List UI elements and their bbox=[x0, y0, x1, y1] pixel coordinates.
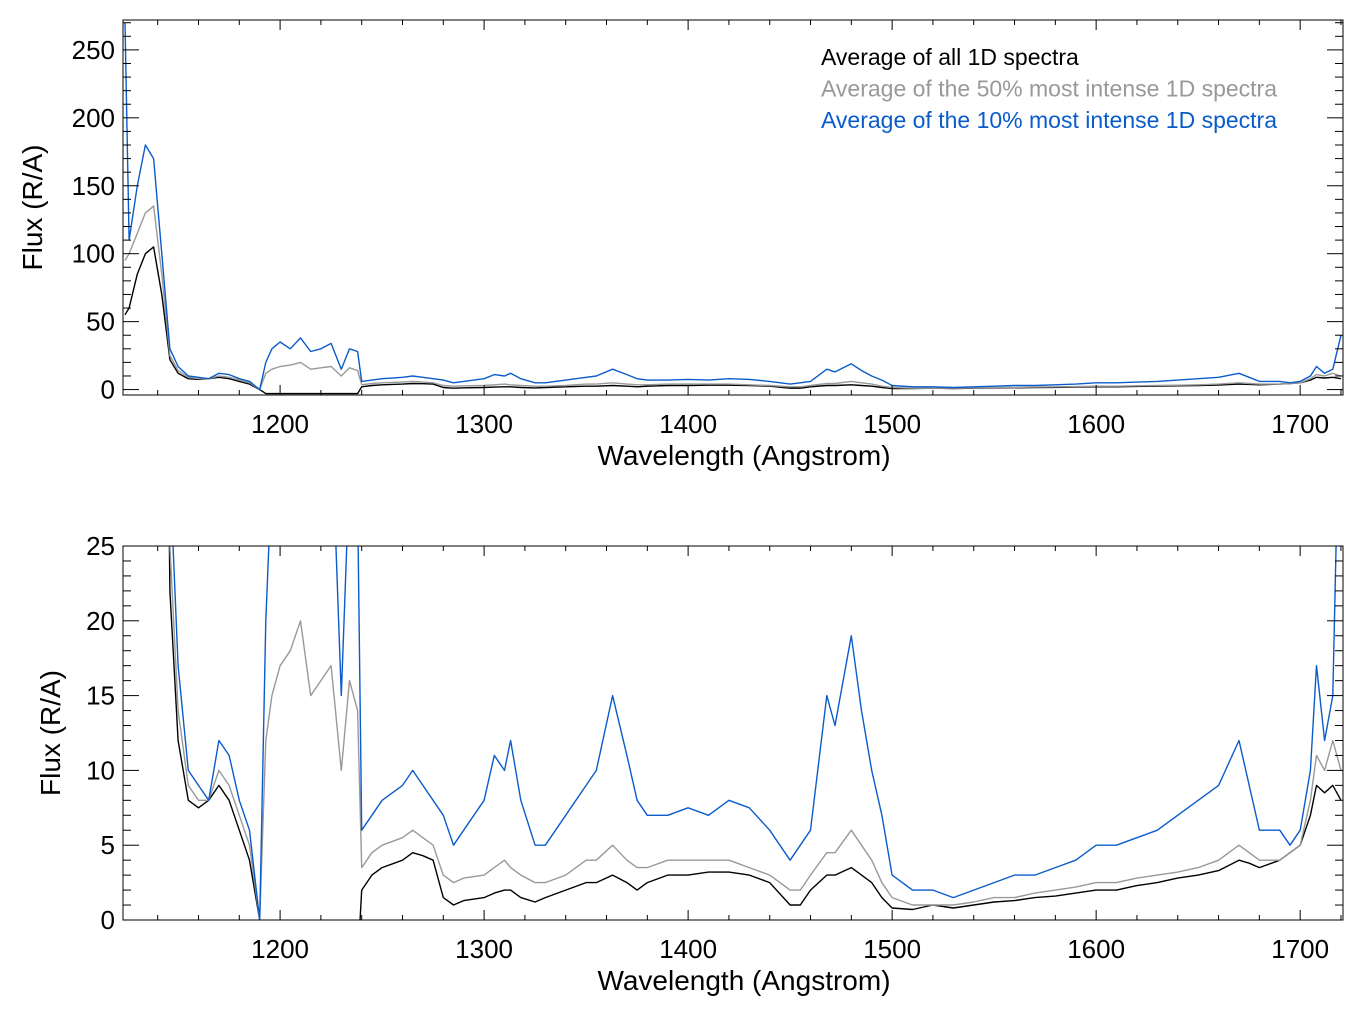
y-tick-label: 200 bbox=[72, 103, 115, 133]
y-axis-label: Flux (R/A) bbox=[35, 670, 66, 796]
x-tick-label: 1200 bbox=[251, 409, 309, 439]
y-tick-label: 15 bbox=[86, 681, 115, 711]
panel-bottom: 1200 1300 1400 1500 1600 1700 0 5 10 15 20 25 Wavele… bbox=[35, 531, 1344, 996]
x-tick-label: 1300 bbox=[455, 409, 513, 439]
y-tick-label: 250 bbox=[72, 35, 115, 65]
series-line-0 bbox=[168, 546, 1342, 920]
y-tick-label: 100 bbox=[72, 239, 115, 269]
y-tick-label: 25 bbox=[86, 531, 115, 561]
y-tick-label: 10 bbox=[86, 755, 115, 785]
series-line-1 bbox=[169, 546, 1342, 920]
x-tick-label: 1400 bbox=[659, 409, 717, 439]
series-line-2 bbox=[172, 546, 1337, 920]
legend-entry-1: Average of the 50% most intense 1D spect… bbox=[821, 76, 1277, 102]
x-tick-label: 1400 bbox=[659, 934, 717, 964]
x-tick-label: 1200 bbox=[251, 934, 309, 964]
y-axis-label: Flux (R/A) bbox=[17, 145, 48, 271]
x-axis-label: Wavelength (Angstrom) bbox=[597, 440, 890, 471]
series-line-1 bbox=[124, 205, 1342, 391]
x-tick-label: 1500 bbox=[863, 934, 921, 964]
x-tick-label: 1600 bbox=[1067, 409, 1125, 439]
x-tick-label: 1700 bbox=[1271, 934, 1329, 964]
panel-top: 1200 1300 1400 1500 1600 1700 0 50 100 150 200 250 W… bbox=[17, 19, 1344, 471]
series-line-2 bbox=[124, 22, 1342, 391]
x-tick-label: 1700 bbox=[1271, 409, 1329, 439]
plot-frame bbox=[122, 545, 1344, 921]
x-axis-label: Wavelength (Angstrom) bbox=[597, 965, 890, 996]
y-tick-label: 5 bbox=[101, 830, 115, 860]
y-tick-label: 50 bbox=[86, 307, 115, 337]
x-tick-label: 1300 bbox=[455, 934, 513, 964]
legend-entry-0: Average of all 1D spectra bbox=[821, 44, 1079, 70]
series-group bbox=[168, 546, 1342, 920]
series-line-0 bbox=[124, 246, 1342, 395]
legend: Average of all 1D spectra Average of the … bbox=[821, 44, 1277, 133]
y-tick-label: 150 bbox=[72, 171, 115, 201]
y-tick-label: 0 bbox=[101, 905, 115, 935]
x-tick-label: 1600 bbox=[1067, 934, 1125, 964]
y-tick-label: 20 bbox=[86, 606, 115, 636]
x-tick-label: 1500 bbox=[863, 409, 921, 439]
y-tick-label: 0 bbox=[101, 375, 115, 405]
plot-frame bbox=[122, 19, 1344, 396]
legend-entry-2: Average of the 10% most intense 1D spect… bbox=[821, 107, 1277, 133]
series-group bbox=[124, 22, 1342, 395]
